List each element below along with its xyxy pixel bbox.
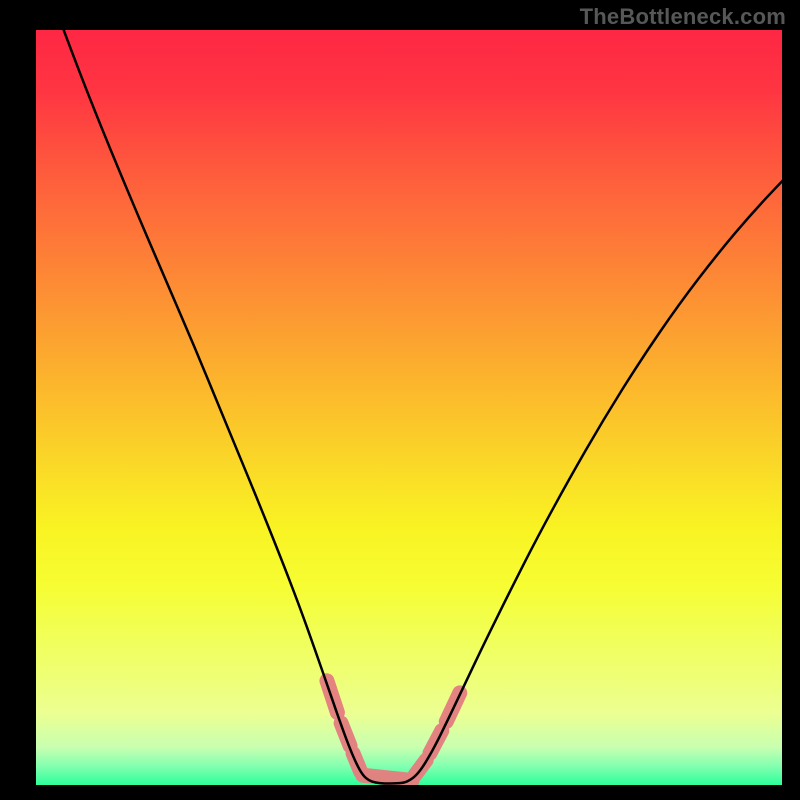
marker-cluster: [327, 681, 460, 781]
figure-root: TheBottleneck.com: [0, 0, 800, 800]
bottleneck-curve: [52, 30, 782, 783]
plot-area: [36, 30, 782, 785]
curve-overlay-svg: [36, 30, 782, 785]
watermark-text: TheBottleneck.com: [580, 4, 786, 30]
